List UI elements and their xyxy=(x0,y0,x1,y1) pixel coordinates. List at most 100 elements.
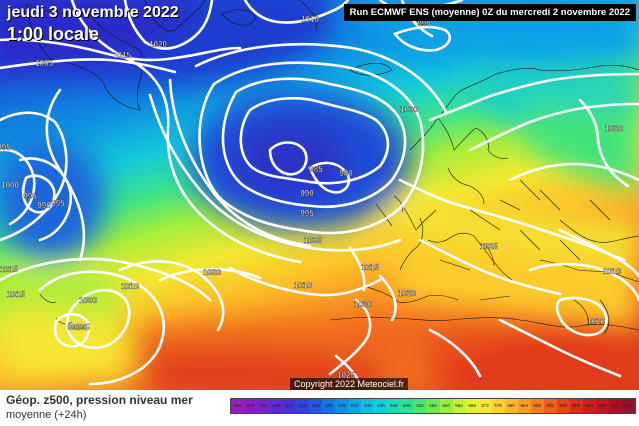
color-scale-label: 536 xyxy=(364,403,372,408)
forecast-time: 1:00 locale xyxy=(7,24,100,44)
model-run-info: Run ECMWF ENS (moyenne) 0Z du mercredi 2… xyxy=(343,4,636,21)
field-title: Géop. z500, pression niveau mer xyxy=(6,393,193,407)
isobar-label: 1020 xyxy=(398,289,416,298)
color-scale-cell: 508 xyxy=(270,399,284,413)
color-scale-cell: 580 xyxy=(504,399,518,413)
copyright-notice: Copyright 2022 Meteociel.fr xyxy=(290,378,409,390)
isobar-label: 1015 xyxy=(0,265,18,274)
isobar-label: 985 xyxy=(309,165,323,174)
isobar-label: 1000 xyxy=(1,181,19,190)
color-scale-cell: 504 xyxy=(257,399,271,413)
isobar-label: 1005 xyxy=(35,59,53,68)
color-scale-label: 528 xyxy=(338,403,346,408)
isobar-label: 995 xyxy=(417,19,431,28)
isobar-label: 1020 xyxy=(354,300,372,309)
isobar-label: 1010 xyxy=(121,282,139,291)
color-scale-label: 504 xyxy=(259,403,268,408)
color-scale-cell: 604 xyxy=(582,399,596,413)
color-scale-label: 564 xyxy=(455,403,463,408)
isobar-label: 1000 xyxy=(400,105,418,114)
color-scale-cell: 564 xyxy=(452,399,466,413)
legend-bar: Géop. z500, pression niveau mer moyenne … xyxy=(0,390,639,426)
color-scale-cell: 600 xyxy=(569,399,583,413)
color-scale-cell: 592 xyxy=(543,399,557,413)
color-scale-label: 520 xyxy=(311,403,320,408)
color-scale-cell: 616 xyxy=(621,399,635,413)
color-scale-label: 540 xyxy=(377,403,385,408)
color-scale-cell: 572 xyxy=(478,399,492,413)
color-field-blobs xyxy=(0,0,639,390)
color-scale-label: 512 xyxy=(285,403,294,408)
color-scale-cell: 596 xyxy=(556,399,570,413)
color-scale-label: 552 xyxy=(416,403,424,408)
color-scale-label: 548 xyxy=(403,403,411,408)
color-scale-cell: 532 xyxy=(348,399,362,413)
isobar-label: 995 xyxy=(76,323,90,332)
color-scale-label: 612 xyxy=(611,403,620,408)
color-scale-label: 532 xyxy=(351,403,359,408)
color-scale-label: 616 xyxy=(624,403,633,408)
color-scale-label: 544 xyxy=(390,403,398,408)
color-scale-label: 576 xyxy=(494,403,502,408)
color-scale-label: 516 xyxy=(298,403,307,408)
color-scale-cell: 612 xyxy=(608,399,622,413)
isobar-label: 990 xyxy=(37,201,51,210)
isobar-label: 1015 xyxy=(7,290,25,299)
color-scale-label: 524 xyxy=(324,403,333,408)
color-scale-cell: 540 xyxy=(374,399,388,413)
isobar-label: 1025 xyxy=(480,242,498,251)
color-scale-cell: 528 xyxy=(335,399,349,413)
isobar-labels: 1010 1020 1015 1005 995 1000 995 990 995… xyxy=(0,15,624,380)
isobar-label: 1015 xyxy=(113,51,131,60)
color-scale-cell: 584 xyxy=(517,399,531,413)
isobar-label: 1025 xyxy=(337,371,355,380)
color-scale-cell: 552 xyxy=(413,399,427,413)
color-scale-label: 608 xyxy=(598,403,607,408)
isobar-label: 1020 xyxy=(149,40,167,49)
color-scale-label: 496 xyxy=(233,403,242,408)
color-scale-label: 572 xyxy=(481,403,489,408)
isobar-label: 995 xyxy=(51,199,65,208)
color-scale-label: 604 xyxy=(585,403,594,408)
color-scale-cell: 512 xyxy=(283,399,297,413)
isobar-label: 995 xyxy=(23,192,37,201)
color-scale-label: 500 xyxy=(246,403,255,408)
color-scale-label: 584 xyxy=(520,403,528,408)
color-scale-cell: 576 xyxy=(491,399,505,413)
isobar-label: 995 xyxy=(0,143,11,152)
isobar-label: 1010 xyxy=(603,267,621,276)
color-scale-cell: 496 xyxy=(231,399,245,413)
color-scale-cell: 560 xyxy=(439,399,453,413)
isobar-label: 1000 xyxy=(79,296,97,305)
color-scale-cell: 544 xyxy=(387,399,401,413)
color-scale-label: 588 xyxy=(533,403,541,408)
color-scale-cell: 608 xyxy=(595,399,609,413)
isobar-label: 995 xyxy=(67,323,81,332)
isobars xyxy=(0,0,639,384)
isobar-label: 1005 xyxy=(304,236,322,245)
isobar-label: 1015 xyxy=(361,263,379,272)
color-scale-label: 508 xyxy=(272,403,281,408)
isobar-label: 1010 xyxy=(301,15,319,24)
color-scale-label: 600 xyxy=(572,403,581,408)
color-scale-cell: 516 xyxy=(296,399,310,413)
color-scale-cell: 520 xyxy=(309,399,323,413)
color-scale-cell: 536 xyxy=(361,399,375,413)
isobar-label: 1020 xyxy=(605,124,623,133)
color-scale-cell: 524 xyxy=(322,399,336,413)
color-scale-cell: 588 xyxy=(530,399,544,413)
color-scale-cell: 568 xyxy=(465,399,479,413)
isobar-label: 1020 xyxy=(203,268,221,277)
forecast-date: jeudi 3 novembre 2022 xyxy=(7,4,179,21)
color-scale-label: 560 xyxy=(442,403,450,408)
color-scale-label: 568 xyxy=(468,403,476,408)
color-scale-cell: 548 xyxy=(400,399,414,413)
color-scale-label: 592 xyxy=(546,403,555,408)
color-scale-cell: 556 xyxy=(426,399,440,413)
isobar-label: 980 xyxy=(339,169,353,178)
color-scale-label: 596 xyxy=(559,403,568,408)
isobar-label: 995 xyxy=(300,209,314,218)
color-scale-label: 580 xyxy=(507,403,515,408)
isobar-label: 1020 xyxy=(587,317,605,326)
